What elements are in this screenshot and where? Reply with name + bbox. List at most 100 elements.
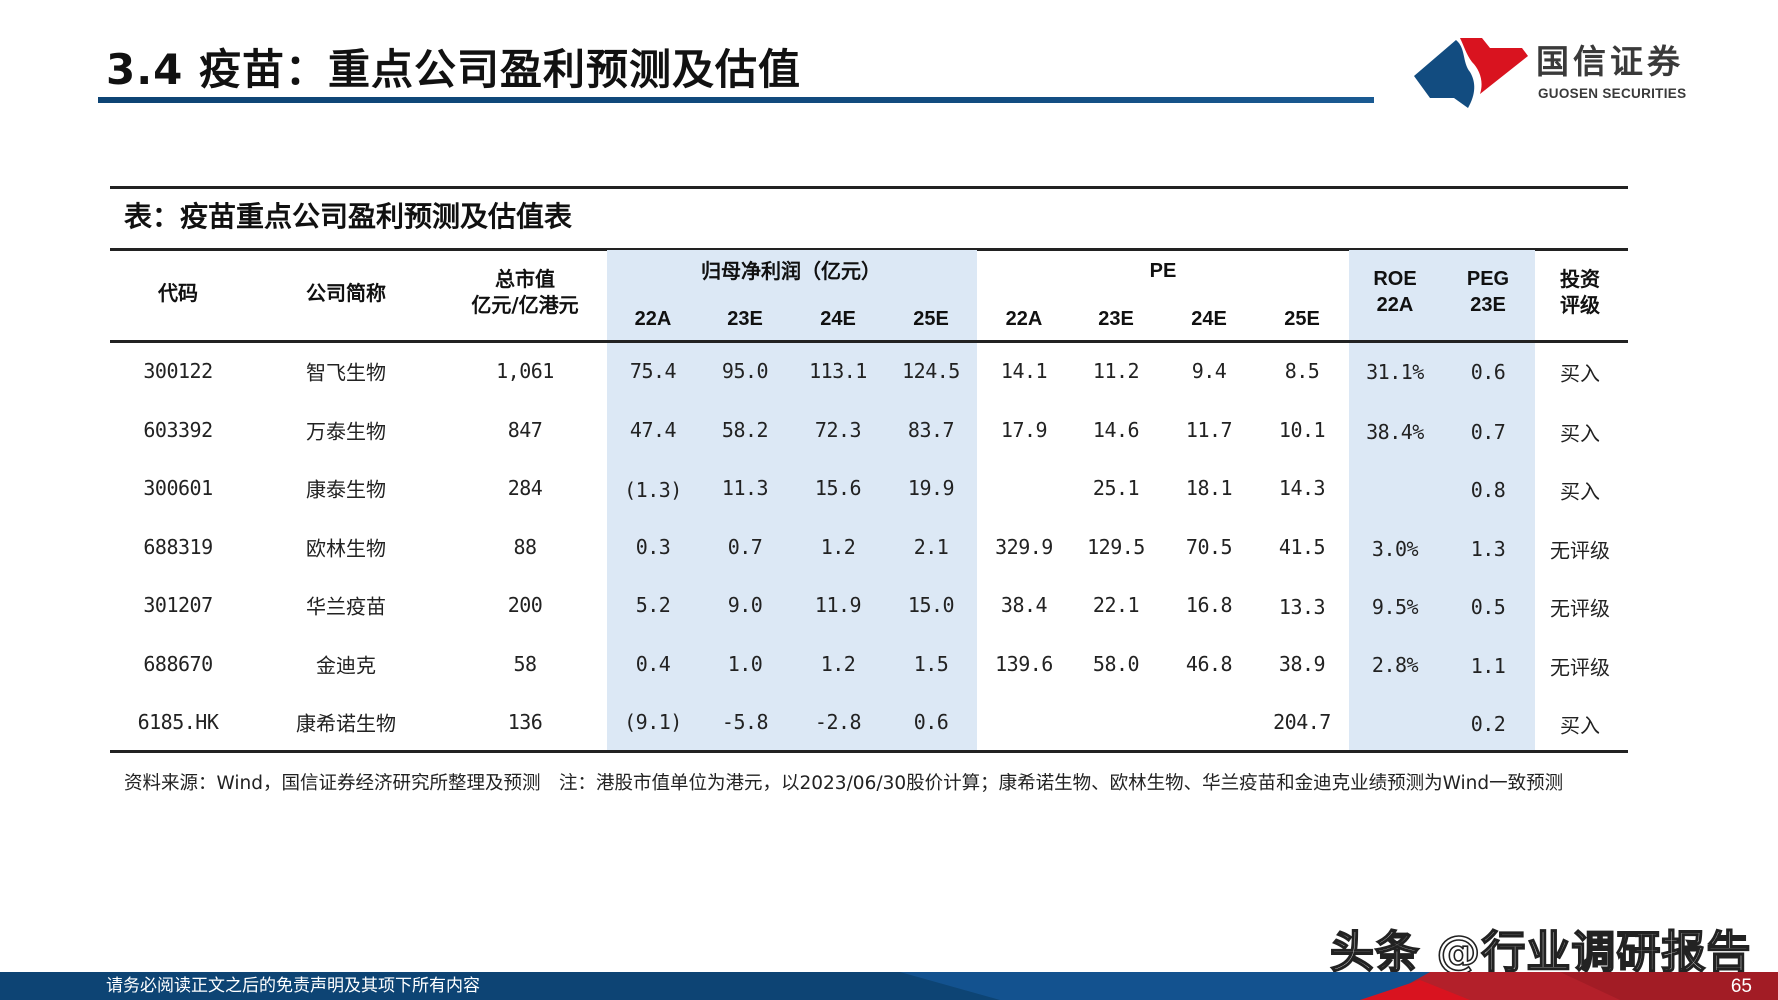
cell-code: 6185.HK	[137, 710, 219, 734]
cell-pe-23e: 14.6	[1092, 418, 1140, 442]
cell-pe-22a: 38.4	[1000, 593, 1048, 617]
header-rating-1: 投资	[1560, 267, 1600, 291]
header-profit-22a: 22A	[634, 308, 672, 330]
cell-peg: 0.5	[1470, 595, 1506, 619]
cell-pe-24e: 9.4	[1191, 359, 1227, 383]
cell-mktcap: 1,061	[496, 359, 554, 383]
header-pe-24e: 24E	[1191, 308, 1227, 330]
cell-profit-22a: (1.3)	[624, 478, 682, 502]
header-code: 代码	[158, 281, 198, 305]
cell-profit-22a: 5.2	[635, 593, 671, 617]
cell-pe-24e: 11.7	[1185, 418, 1233, 442]
cell-rating: 无评级	[1550, 596, 1610, 621]
cell-profit-25e: 83.7	[907, 418, 955, 442]
header-pe-22a: 22A	[1005, 308, 1043, 330]
cell-mktcap: 88	[513, 535, 537, 559]
source-note: 资料来源：Wind，国信证券经济研究所整理及预测 注：港股市值单位为港元，以20…	[124, 773, 1564, 794]
cell-code: 300122	[143, 359, 213, 383]
cell-pe-23e: 11.2	[1092, 359, 1140, 383]
cell-pe-25e: 10.1	[1278, 418, 1326, 442]
header-profit-group: 归母净利润（亿元）	[701, 259, 881, 283]
cell-pe-25e: 8.5	[1284, 359, 1320, 383]
cell-profit-25e: 124.5	[902, 359, 960, 383]
cell-pe-25e: 204.7	[1273, 710, 1331, 734]
cell-rating: 买入	[1560, 479, 1600, 504]
cell-roe: 3.0%	[1371, 537, 1419, 561]
cell-profit-22a: 0.4	[635, 652, 671, 676]
cell-profit-24e: -2.8	[814, 710, 862, 734]
caption-rule	[110, 248, 1628, 251]
cell-pe-24e: 16.8	[1185, 593, 1233, 617]
cell-pe-24e: 18.1	[1185, 476, 1233, 500]
cell-profit-24e: 113.1	[809, 359, 867, 383]
header-mktcap-1: 总市值	[495, 267, 555, 291]
cell-profit-24e: 15.6	[814, 476, 862, 500]
cell-profit-25e: 1.5	[913, 652, 949, 676]
cell-profit-23e: 9.0	[727, 593, 763, 617]
logo-chinese-name: 国信证券	[1536, 42, 1684, 81]
cell-code: 300601	[143, 476, 213, 500]
cell-name: 智飞生物	[306, 360, 386, 385]
header-rating-2: 评级	[1560, 293, 1600, 317]
cell-pe-24e: 46.8	[1185, 652, 1233, 676]
cell-peg: 1.1	[1470, 654, 1506, 678]
header-roe-1: ROE	[1373, 268, 1417, 290]
cell-roe: 38.4%	[1366, 420, 1424, 444]
cell-pe-24e: 70.5	[1185, 535, 1233, 559]
cell-profit-23e: 0.7	[727, 535, 763, 559]
cell-profit-22a: 0.3	[635, 535, 671, 559]
cell-profit-24e: 11.9	[814, 593, 862, 617]
cell-pe-23e: 58.0	[1092, 652, 1140, 676]
cell-code: 301207	[143, 593, 213, 617]
cell-profit-24e: 1.2	[820, 535, 856, 559]
cell-name: 康希诺生物	[296, 711, 396, 736]
cell-rating: 买入	[1560, 713, 1600, 738]
cell-profit-25e: 15.0	[907, 593, 955, 617]
footer-decoration-icon	[900, 972, 1778, 1000]
header-roe-2: 22A	[1376, 294, 1414, 316]
guosen-logo-icon	[1414, 38, 1528, 108]
header-profit-24e: 24E	[820, 308, 856, 330]
cell-pe-25e: 38.9	[1278, 652, 1326, 676]
cell-roe: 2.8%	[1371, 653, 1419, 677]
cell-rating: 买入	[1560, 361, 1600, 386]
roe-peg-shade	[1349, 250, 1535, 750]
footer-bar: 请务必阅读正文之后的免责声明及其项下所有内容 65	[0, 972, 1778, 1000]
header-profit-23e: 23E	[727, 308, 763, 330]
cell-peg: 0.8	[1470, 478, 1506, 502]
cell-pe-22a: 17.9	[1000, 418, 1048, 442]
cell-rating: 无评级	[1550, 655, 1610, 680]
footer-disclaimer: 请务必阅读正文之后的免责声明及其项下所有内容	[106, 976, 480, 996]
guosen-logo: 国信证券 GUOSEN SECURITIES	[1410, 36, 1700, 112]
cell-rating: 买入	[1560, 421, 1600, 446]
cell-profit-22a: 47.4	[629, 418, 677, 442]
cell-code: 688670	[143, 652, 213, 676]
watermark: 头条 @行业调研报告	[1329, 926, 1752, 979]
cell-pe-25e: 14.3	[1278, 476, 1326, 500]
cell-pe-25e: 41.5	[1278, 535, 1326, 559]
cell-pe-22a: 329.9	[995, 535, 1053, 559]
table-bottom-rule	[110, 750, 1628, 753]
cell-mktcap: 200	[507, 593, 543, 617]
page-number: 65	[1730, 976, 1752, 997]
cell-pe-23e: 22.1	[1092, 593, 1140, 617]
cell-profit-22a: 75.4	[629, 359, 677, 383]
cell-profit-23e: 1.0	[727, 652, 763, 676]
cell-name: 金迪克	[316, 653, 376, 678]
cell-roe: 31.1%	[1366, 360, 1424, 384]
cell-pe-22a: 139.6	[995, 652, 1053, 676]
cell-profit-25e: 19.9	[907, 476, 955, 500]
cell-name: 华兰疫苗	[306, 594, 386, 619]
cell-profit-23e: 11.3	[721, 476, 769, 500]
cell-mktcap: 284	[507, 476, 543, 500]
cell-pe-23e: 25.1	[1092, 476, 1140, 500]
cell-profit-23e: 58.2	[721, 418, 769, 442]
header-profit-25e: 25E	[913, 308, 949, 330]
cell-peg: 1.3	[1470, 537, 1506, 561]
cell-profit-23e: 95.0	[721, 359, 769, 383]
cell-rating: 无评级	[1550, 538, 1610, 563]
cell-pe-25e: 13.3	[1278, 595, 1326, 619]
header-pe-23e: 23E	[1098, 308, 1134, 330]
header-pe-25e: 25E	[1284, 308, 1320, 330]
cell-profit-22a: (9.1)	[624, 710, 682, 734]
